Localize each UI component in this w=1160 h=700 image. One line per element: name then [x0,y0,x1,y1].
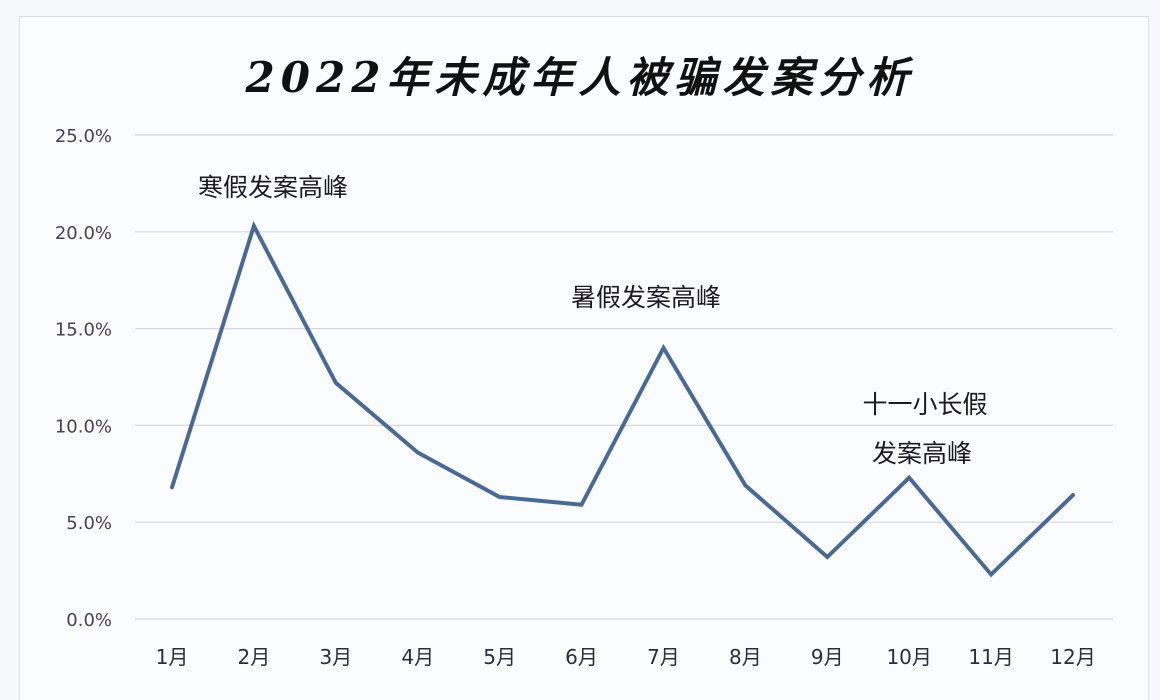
x-tick-label: 11月 [968,645,1013,669]
x-tick-label: 3月 [319,645,352,669]
annotation-national-day-line2: 发案高峰 [872,439,972,468]
x-tick-label: 4月 [401,645,434,669]
x-tick-label: 10月 [886,645,931,669]
annotation-national-day-line1: 十一小长假 [862,390,987,419]
y-tick-label: 15.0% [55,320,112,341]
gridlines [135,134,1113,620]
x-tick-label: 9月 [811,645,844,669]
x-tick-label: 7月 [647,645,680,669]
y-tick-label: 25.0% [55,126,112,147]
x-tick-label: 8月 [729,645,762,669]
annotation-winter-peak: 寒假发案高峰 [198,173,348,202]
y-tick-label: 0.0% [66,610,112,631]
data-line [170,220,1075,578]
annotation-summer-peak: 暑假发案高峰 [571,283,721,312]
x-tick-label: 2月 [238,645,271,669]
chart-title: 2022年未成年人被骗发案分析 [245,53,915,102]
y-tick-label: 5.0% [66,513,112,534]
x-axis-ticks: 1月 2月 3月 4月 5月 6月 7月 8月 9月 10月 11月 12月 [156,645,1096,669]
y-tick-label: 20.0% [55,223,112,244]
x-tick-label: 6月 [565,645,598,669]
y-tick-label: 10.0% [55,416,112,437]
chart-frame [19,16,1149,700]
x-tick-label: 5月 [483,645,516,669]
x-tick-label: 1月 [156,645,189,669]
x-tick-label: 12月 [1050,645,1095,669]
y-axis-ticks: 0.0% 5.0% 10.0% 15.0% 20.0% 25.0% [55,126,112,631]
